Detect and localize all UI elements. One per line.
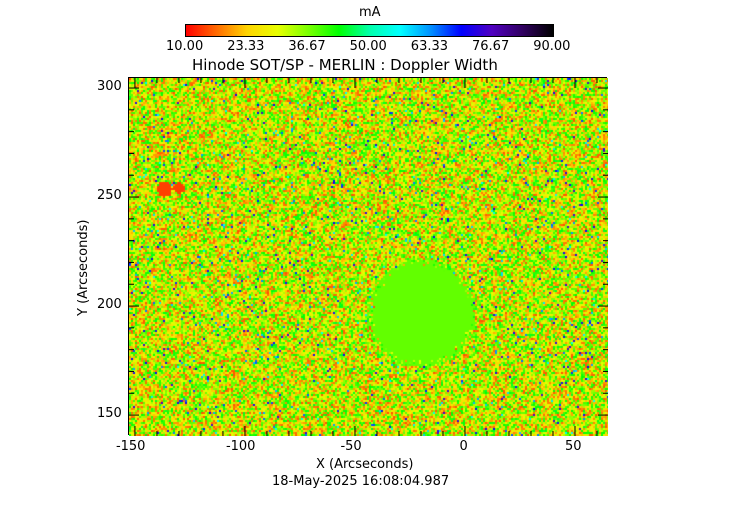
y-tick-label: 200 <box>97 297 122 313</box>
y-tick-label: 250 <box>97 188 122 204</box>
colorbar <box>185 24 554 37</box>
x-tick-label: 50 <box>564 439 582 454</box>
colorbar-unit: mA <box>359 5 381 20</box>
axes-ticks <box>129 78 608 436</box>
y-axis-label: Y (Arcseconds) <box>76 219 91 316</box>
x-tick-label: -150 <box>115 439 146 454</box>
colorbar-tick-label: 10.00 <box>166 39 204 54</box>
colorbar-tick-label: 90.00 <box>533 39 571 54</box>
y-tick-label: 150 <box>97 406 122 422</box>
chart-title: Hinode SOT/SP - MERLIN : Doppler Width <box>192 56 498 74</box>
doppler-width-map <box>129 78 608 436</box>
colorbar-tick-label: 50.00 <box>349 39 387 54</box>
colorbar-tick-label: 63.33 <box>410 39 449 54</box>
colorbar-tick-label: 76.67 <box>472 39 510 54</box>
x-axis-label: X (Arcseconds) <box>316 457 414 472</box>
x-tick-label: -50 <box>340 439 362 454</box>
plot-area <box>128 77 608 436</box>
timestamp: 18-May-2025 16:08:04.987 <box>272 474 450 489</box>
colorbar-tick-label: 36.67 <box>288 39 326 54</box>
x-tick-label: -100 <box>225 439 256 454</box>
y-tick-label: 300 <box>97 79 122 95</box>
x-tick-label: 0 <box>459 439 468 454</box>
colorbar-tick-label: 23.33 <box>227 39 265 54</box>
